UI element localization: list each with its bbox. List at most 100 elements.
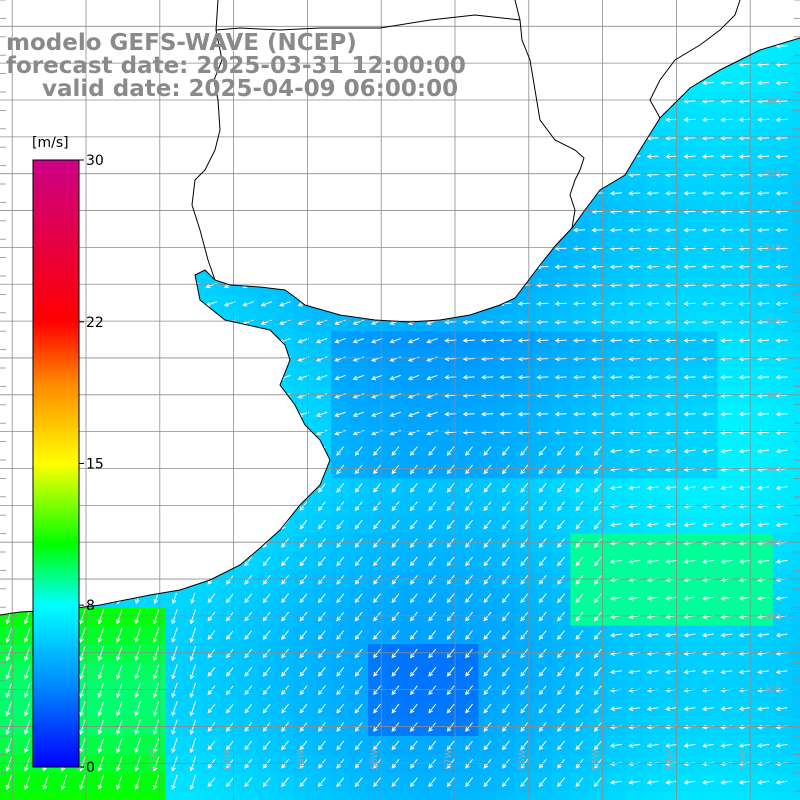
latitude-label: 38S xyxy=(764,538,781,548)
colorbar: [m/s] 30 22 15 8 0 xyxy=(32,135,104,776)
wind-arrow xyxy=(628,264,641,270)
wind-arrow xyxy=(517,301,530,307)
speed-cell xyxy=(791,92,800,111)
wind-arrow xyxy=(628,706,641,712)
wind-arrow xyxy=(244,556,253,567)
wind-arrow xyxy=(428,538,437,548)
wind-arrow xyxy=(757,632,770,638)
wind-arrow xyxy=(373,574,381,585)
wind-arrow xyxy=(665,117,678,123)
speed-cell xyxy=(331,791,351,800)
speed-cell xyxy=(73,791,93,800)
wind-arrow xyxy=(373,501,381,512)
speed-cell xyxy=(680,791,700,800)
wind-arrow xyxy=(628,743,641,748)
speed-cell xyxy=(791,699,800,719)
wind-arrow xyxy=(501,685,510,696)
wind-arrow xyxy=(757,669,770,675)
speed-cell xyxy=(662,791,682,800)
wind-arrow xyxy=(373,482,381,493)
wind-arrow xyxy=(520,464,529,475)
wind-arrow xyxy=(391,538,400,548)
wind-arrow xyxy=(775,338,788,343)
wind-arrow xyxy=(391,519,400,530)
wind-arrow xyxy=(391,464,400,475)
wind-arrow xyxy=(593,574,602,585)
wind-arrow xyxy=(665,154,678,159)
longitude-label: 60W xyxy=(223,750,233,770)
wind-arrow xyxy=(317,648,326,659)
wind-arrow xyxy=(244,666,253,677)
wind-arrow xyxy=(426,338,438,344)
wind-arrow xyxy=(260,301,273,307)
wind-arrow xyxy=(428,501,437,512)
wind-arrow xyxy=(262,648,271,659)
wind-arrow xyxy=(371,430,383,436)
wind-arrow xyxy=(520,630,529,640)
wind-arrow xyxy=(738,596,751,601)
wind-arrow xyxy=(465,482,473,493)
wind-arrow xyxy=(538,519,547,530)
coastline xyxy=(0,37,800,616)
wind-arrow xyxy=(575,611,584,622)
wind-arrow xyxy=(446,446,455,456)
wind-arrow xyxy=(281,538,289,548)
wind-arrow xyxy=(134,737,141,754)
wind-arrow xyxy=(60,774,68,791)
wind-arrow xyxy=(538,446,547,456)
wind-arrow xyxy=(609,485,622,491)
wind-arrow xyxy=(557,519,565,530)
latitude-label: 32S xyxy=(764,96,781,106)
wind-arrow xyxy=(538,777,547,788)
wind-arrow xyxy=(354,593,363,604)
wind-arrow xyxy=(189,701,197,717)
wind-arrow xyxy=(24,774,31,791)
wind-arrow xyxy=(262,611,271,622)
wind-arrow xyxy=(446,574,455,585)
wind-arrow xyxy=(701,596,714,601)
wind-arrow xyxy=(483,611,492,622)
wind-arrow xyxy=(79,701,86,717)
wind-arrow xyxy=(646,227,659,233)
wind-arrow xyxy=(446,648,455,659)
longitude-label: 57W xyxy=(444,750,454,770)
wind-arrow xyxy=(483,538,492,548)
speed-cell xyxy=(791,717,800,737)
wind-arrow xyxy=(683,264,696,270)
wind-arrow xyxy=(244,740,253,751)
wind-arrow xyxy=(738,80,751,86)
speed-cell xyxy=(791,239,800,259)
wind-arrow xyxy=(520,777,529,788)
wind-arrow xyxy=(609,780,622,785)
wind-arrow xyxy=(116,664,123,680)
wind-arrow xyxy=(720,780,733,785)
wind-arrow xyxy=(738,264,751,270)
wind-arrow xyxy=(557,777,565,788)
wind-arrow xyxy=(336,574,345,585)
speed-cell xyxy=(110,791,130,800)
wind-arrow xyxy=(79,682,86,699)
north-border xyxy=(514,0,521,21)
wind-arrow xyxy=(134,664,141,680)
wind-arrow xyxy=(501,501,510,512)
wind-arrow xyxy=(646,596,659,601)
wind-arrow xyxy=(557,538,565,548)
wind-arrow xyxy=(720,743,733,748)
wind-arrow xyxy=(281,703,289,714)
wind-arrow xyxy=(225,685,234,696)
wind-arrow xyxy=(501,482,510,493)
wind-arrow xyxy=(483,519,492,530)
wind-arrow xyxy=(665,338,678,343)
speed-cell xyxy=(147,791,167,800)
wind-arrow xyxy=(371,393,383,399)
wind-arrow xyxy=(573,227,586,233)
wind-arrow xyxy=(775,669,788,675)
wind-arrow xyxy=(354,703,363,714)
wind-arrow xyxy=(391,593,400,604)
wind-arrow xyxy=(334,393,346,399)
wind-arrow xyxy=(609,706,622,712)
wind-arrow xyxy=(683,522,696,528)
latitude-label: 36S xyxy=(764,391,781,401)
wind-arrow xyxy=(426,356,438,362)
wind-arrow xyxy=(116,645,123,662)
